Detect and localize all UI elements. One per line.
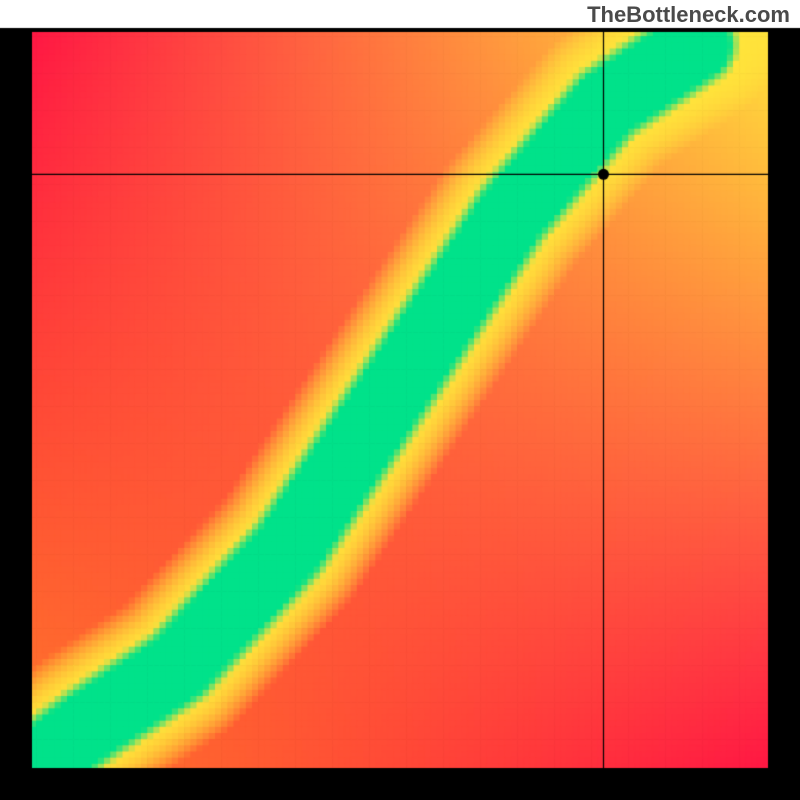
- watermark-text: TheBottleneck.com: [587, 2, 790, 28]
- bottleneck-heatmap: [0, 0, 800, 800]
- root-container: TheBottleneck.com: [0, 0, 800, 800]
